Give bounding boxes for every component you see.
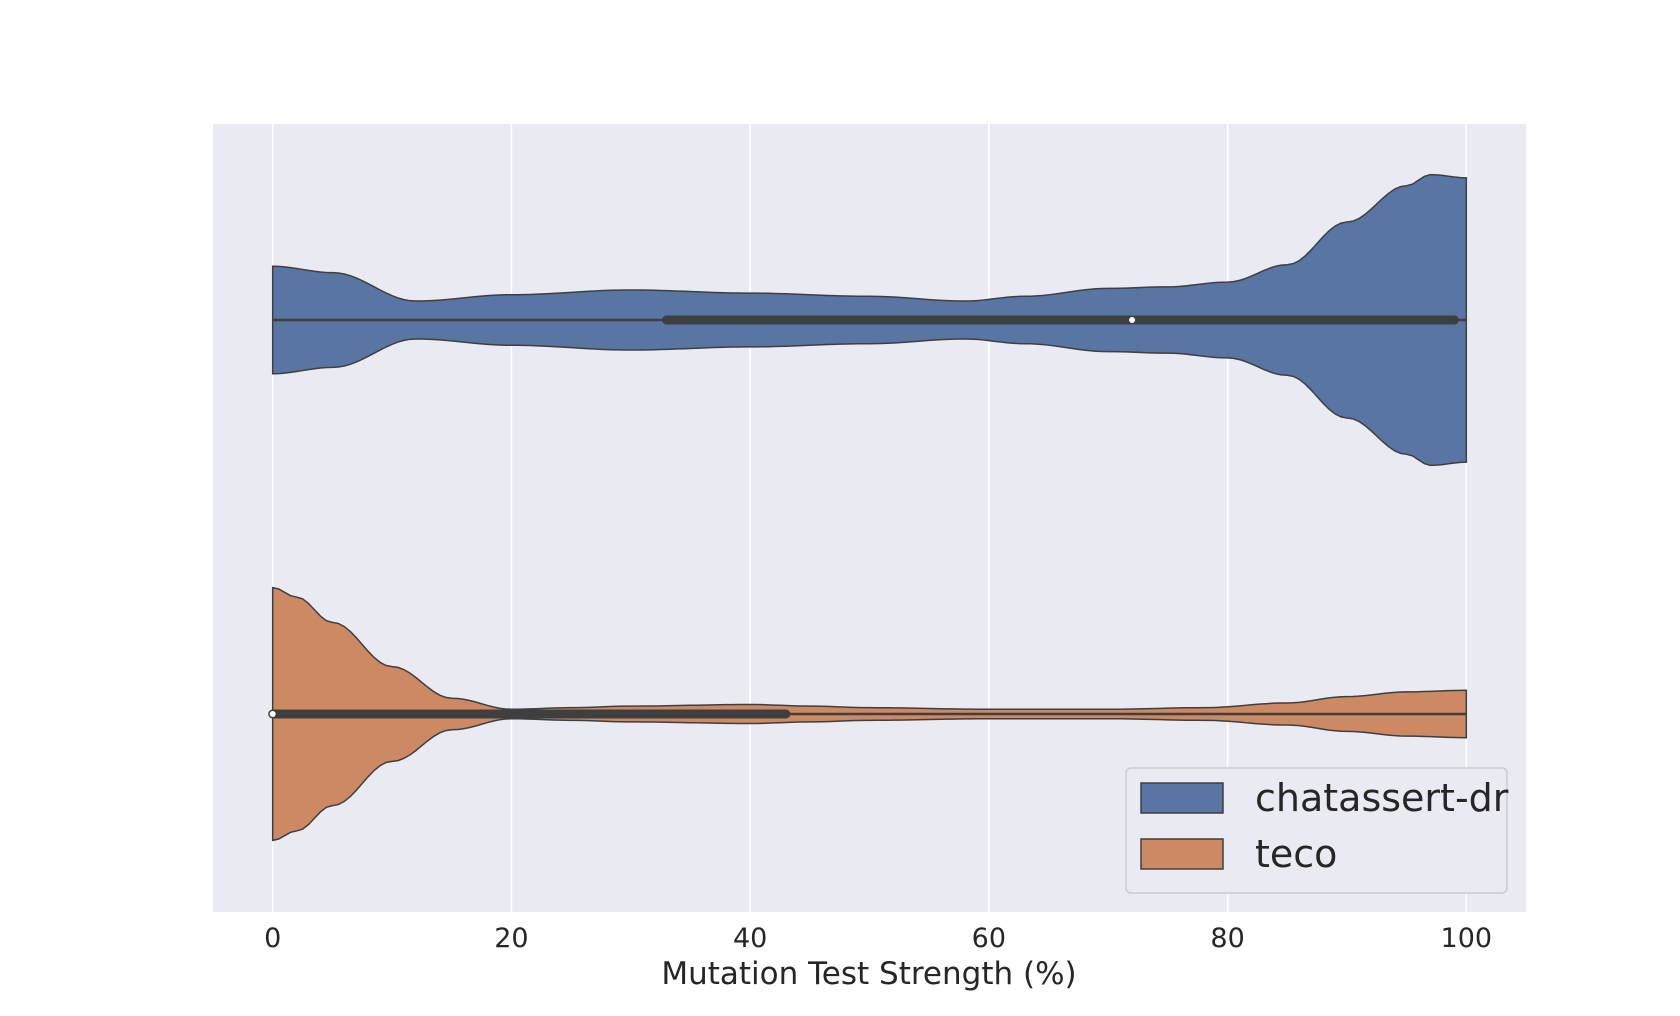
legend-swatch-teco bbox=[1140, 838, 1224, 870]
legend-swatch-chatassert-dr bbox=[1140, 782, 1224, 814]
median-marker-teco bbox=[269, 711, 276, 717]
legend: chatassert-dr teco bbox=[1125, 767, 1509, 894]
median-marker-chatassert-dr bbox=[1129, 317, 1136, 323]
legend-label-chatassert-dr: chatassert-dr bbox=[1255, 776, 1509, 820]
violins bbox=[268, 173, 1468, 842]
legend-label-teco: teco bbox=[1255, 832, 1337, 876]
x-tick-label-60: 60 bbox=[972, 923, 1006, 954]
x-tick-label-0: 0 bbox=[264, 923, 281, 954]
x-tick-label-20: 20 bbox=[494, 923, 528, 954]
x-axis-label: Mutation Test Strength (%) bbox=[661, 956, 1076, 992]
x-tick-label-80: 80 bbox=[1210, 923, 1244, 954]
x-axis-ticks: 0 20 40 60 80 100 bbox=[264, 923, 1492, 954]
x-tick-label-100: 100 bbox=[1441, 923, 1493, 954]
x-tick-label-40: 40 bbox=[733, 923, 767, 954]
